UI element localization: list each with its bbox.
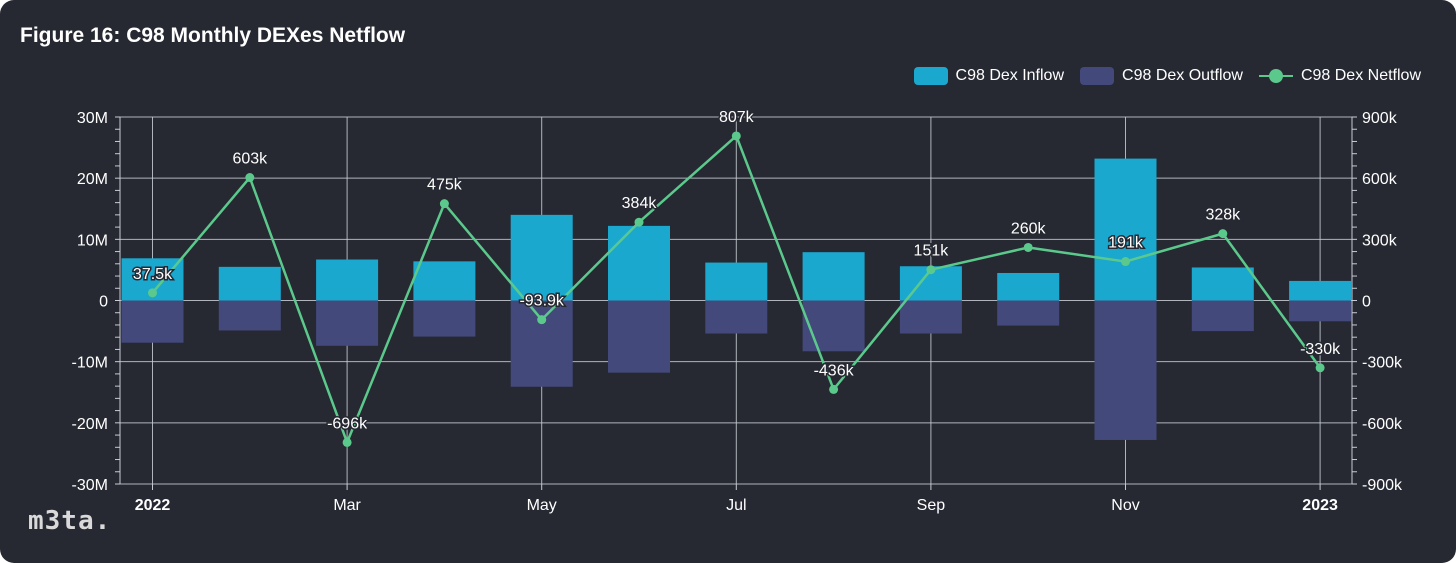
inflow-bar [608,225,670,301]
outflow-bar [316,300,379,346]
netflow-data-label: 328k [1205,207,1241,224]
inflow-bar [1094,158,1157,301]
y-left-tick-label: 30M [77,110,108,127]
outflow-bar [1289,300,1352,322]
x-tick-label: Mar [333,497,361,514]
inflow-bar [1191,267,1254,301]
inflow-bar [997,272,1060,301]
chart-title: Figure 16: C98 Monthly DEXes Netflow [20,24,406,47]
x-tick-label: 2023 [1302,497,1338,514]
netflow-point [634,217,644,227]
outflow-bar [1094,300,1157,440]
legend-item-inflow[interactable]: C98 Dex Inflow [913,67,1065,85]
netflow-point [1315,363,1325,373]
x-tick-label: 2022 [135,497,171,514]
watermark-logo: m3ta. [28,506,112,536]
outflow-bar [802,300,865,352]
netflow-point [245,173,255,183]
netflow-data-label: 37.5k [133,266,173,283]
netflow-data-label: 191k [1108,235,1144,252]
data-labels: 37.5k 603k -696k 475k -93.9k 384k 807k -436k 151… [131,107,1342,433]
legend-item-outflow[interactable]: C98 Dex Outflow [1080,67,1243,85]
outflow-bar [608,300,670,373]
netflow-data-label: -696k [327,415,368,432]
netflow-data-label: -93.9k [519,293,564,310]
inflow-bar [316,259,379,301]
legend-label-inflow: C98 Dex Inflow [955,67,1065,84]
y-right-tick-label: 600k [1362,171,1398,188]
inflow-bar [802,252,865,301]
y-left-tick-label: 10M [77,232,108,249]
outflow-bar [899,300,962,334]
legend-line-marker-netflow [1258,67,1293,85]
netflow-data-label: -330k [1300,341,1341,358]
y-left-tick-label: -20M [72,416,108,433]
netflow-data-label: 475k [427,177,463,194]
y-right-tick-label: -300k [1362,355,1403,372]
y-right-tick-label: 0 [1362,294,1371,311]
outflow-bar [121,300,184,343]
x-tick-label: Sep [917,497,946,514]
outflow-bar [997,300,1060,326]
y-right-tick-label: -900k [1362,477,1403,494]
netflow-data-label: 807k [719,109,755,126]
inflow-bar [1289,280,1352,301]
legend-item-netflow[interactable]: C98 Dex Netflow [1258,67,1421,85]
inflow-bar [413,261,476,301]
y-right-tick-label: 900k [1362,110,1398,127]
y-left-tick-label: 0 [99,294,108,311]
netflow-data-label: 603k [232,151,268,168]
netflow-point [731,131,741,141]
inflow-bar [510,214,573,301]
axes: 30M 900k 20M 600k 10M 300k 0 0 -10M -300k -20M -600… [72,110,1403,514]
outflow-bar [510,300,573,387]
netflow-point [1023,242,1033,252]
outflow-bar [1191,300,1254,332]
netflow-point [439,199,449,209]
netflow-data-label: 384k [622,195,658,212]
netflow-point [926,265,936,275]
x-tick-label: Jul [726,497,746,514]
x-tick-label: Nov [1111,497,1139,514]
legend-swatch-outflow [1080,67,1115,85]
netflow-data-label: 260k [1011,220,1047,237]
netflow-point [148,288,157,298]
netflow-data-label: -436k [814,362,855,379]
outflow-bar [413,300,476,337]
x-tick-label: May [527,497,557,514]
chart-legend: C98 Dex Inflow C98 Dex Outflow C98 Dex N… [898,67,1421,85]
bars [121,158,1352,440]
inflow-bar [218,266,281,301]
netflow-data-label: 151k [914,243,950,260]
y-left-tick-label: 20M [77,171,108,188]
netflow-point [537,315,547,325]
outflow-bar [705,300,768,334]
y-right-tick-label: 300k [1362,232,1398,249]
netflow-point [342,437,352,447]
y-left-tick-label: -10M [72,355,108,372]
legend-label-outflow: C98 Dex Outflow [1122,67,1243,84]
y-right-tick-label: -600k [1362,416,1403,433]
netflow-point [829,384,839,394]
outflow-bar [218,300,281,331]
legend-label-netflow: C98 Dex Netflow [1300,67,1421,84]
netflow-point [1121,257,1130,267]
netflow-point [1218,229,1228,239]
legend-swatch-inflow [913,67,948,85]
inflow-bar [705,262,768,301]
y-left-tick-label: -30M [72,477,108,494]
netflow-line [148,131,1325,447]
